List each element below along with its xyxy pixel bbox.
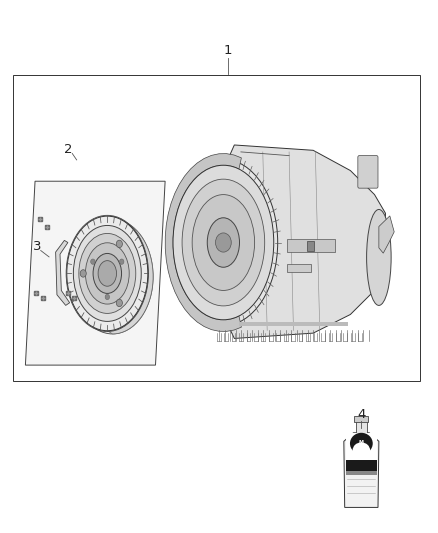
Polygon shape bbox=[165, 154, 241, 332]
Ellipse shape bbox=[72, 220, 153, 334]
Bar bbox=[287, 264, 311, 272]
Text: M: M bbox=[359, 440, 364, 445]
Ellipse shape bbox=[207, 218, 240, 267]
Text: 4: 4 bbox=[357, 408, 366, 421]
Circle shape bbox=[105, 294, 110, 300]
Bar bbox=[346, 433, 377, 461]
Polygon shape bbox=[107, 216, 153, 334]
Ellipse shape bbox=[367, 209, 391, 305]
Circle shape bbox=[117, 299, 123, 306]
Ellipse shape bbox=[79, 233, 136, 313]
Ellipse shape bbox=[350, 433, 373, 454]
Bar bbox=[13, 75, 420, 381]
Ellipse shape bbox=[169, 159, 278, 326]
Ellipse shape bbox=[173, 165, 274, 320]
Ellipse shape bbox=[67, 216, 148, 330]
Polygon shape bbox=[25, 181, 165, 365]
Polygon shape bbox=[221, 145, 385, 338]
Bar bbox=[354, 416, 368, 422]
Circle shape bbox=[91, 259, 95, 264]
Ellipse shape bbox=[74, 225, 141, 321]
Circle shape bbox=[117, 240, 123, 248]
Bar bbox=[356, 421, 367, 433]
Ellipse shape bbox=[192, 195, 254, 290]
Polygon shape bbox=[379, 216, 394, 253]
FancyBboxPatch shape bbox=[358, 156, 378, 188]
Circle shape bbox=[215, 233, 231, 252]
Ellipse shape bbox=[93, 254, 122, 294]
Polygon shape bbox=[344, 433, 379, 507]
Bar bbox=[346, 471, 377, 475]
Ellipse shape bbox=[85, 243, 129, 304]
Text: 3: 3 bbox=[33, 240, 42, 253]
Bar bbox=[307, 241, 314, 251]
Ellipse shape bbox=[98, 261, 117, 286]
Bar bbox=[287, 239, 335, 252]
Text: 2: 2 bbox=[64, 143, 72, 156]
Bar bbox=[346, 460, 377, 472]
Ellipse shape bbox=[353, 442, 370, 458]
Polygon shape bbox=[56, 240, 70, 305]
Bar bbox=[239, 322, 348, 326]
Text: 1: 1 bbox=[223, 44, 232, 57]
Circle shape bbox=[80, 270, 86, 277]
Ellipse shape bbox=[182, 179, 265, 306]
Circle shape bbox=[120, 259, 124, 264]
